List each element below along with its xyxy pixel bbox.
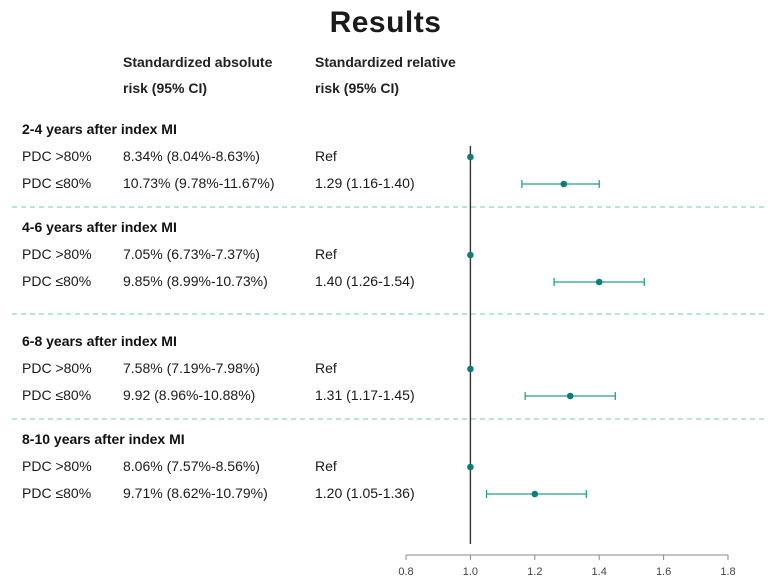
column-header-absolute-line2: risk (95% CI) (123, 80, 208, 96)
estimate-point (467, 153, 474, 161)
x-tick-label: 1.8 (720, 566, 735, 578)
x-tick-label: 1.6 (656, 566, 671, 578)
absolute-risk-value: 9.85% (8.99%-10.73%) (123, 273, 268, 289)
column-header-absolute-risk: Standardized absolute risk (95% CI) (123, 49, 303, 101)
absolute-risk-value: 7.05% (6.73%-7.37%) (123, 246, 260, 262)
relative-risk-value: 1.29 (1.16-1.40) (315, 175, 415, 191)
estimate-point (566, 392, 574, 400)
x-tick-label: 1.0 (463, 566, 478, 578)
estimate-point (560, 180, 568, 188)
row-label: PDC >80% (22, 458, 92, 474)
row-label: PDC ≤80% (22, 485, 92, 501)
absolute-risk-value: 10.73% (9.78%-11.67%) (123, 175, 275, 191)
group-label: 2-4 years after index MI (22, 121, 177, 137)
row-label: PDC >80% (22, 246, 92, 262)
column-header-absolute-line1: Standardized absolute (123, 54, 273, 70)
estimate-point (531, 490, 539, 498)
column-header-relative-line1: Standardized relative (315, 54, 456, 70)
estimate-point (467, 463, 474, 471)
column-header-relative-line2: risk (95% CI) (315, 80, 400, 96)
x-tick-label: 1.2 (527, 566, 542, 578)
group-label: 8-10 years after index MI (22, 431, 185, 447)
relative-risk-value: 1.31 (1.17-1.45) (315, 387, 415, 403)
absolute-risk-value: 8.34% (8.04%-8.63%) (123, 148, 260, 164)
row-label: PDC >80% (22, 360, 92, 376)
group-label: 4-6 years after index MI (22, 219, 177, 235)
row-label: PDC ≤80% (22, 387, 92, 403)
relative-risk-value: 1.20 (1.05-1.36) (315, 485, 415, 501)
absolute-risk-value: 9.71% (8.62%-10.79%) (123, 485, 268, 501)
relative-risk-value: 1.40 (1.26-1.54) (315, 273, 415, 289)
row-label: PDC ≤80% (22, 273, 92, 289)
row-label: PDC >80% (22, 148, 92, 164)
x-tick-label: 1.4 (592, 566, 607, 578)
estimate-point (467, 365, 474, 373)
group-label: 6-8 years after index MI (22, 333, 177, 349)
column-header-relative-risk: Standardized relative risk (95% CI) (315, 49, 485, 101)
chart-title: Results (329, 6, 442, 39)
relative-risk-value: Ref (315, 458, 337, 474)
estimate-point (595, 278, 603, 286)
row-label: PDC ≤80% (22, 175, 92, 191)
estimate-point (467, 251, 474, 259)
x-tick-label: 0.8 (398, 566, 413, 578)
absolute-risk-value: 8.06% (7.57%-8.56%) (123, 458, 260, 474)
absolute-risk-value: 9.92 (8.96%-10.88%) (123, 387, 256, 403)
relative-risk-value: Ref (315, 148, 337, 164)
relative-risk-value: Ref (315, 246, 337, 262)
relative-risk-value: Ref (315, 360, 337, 376)
absolute-risk-value: 7.58% (7.19%-7.98%) (123, 360, 260, 376)
